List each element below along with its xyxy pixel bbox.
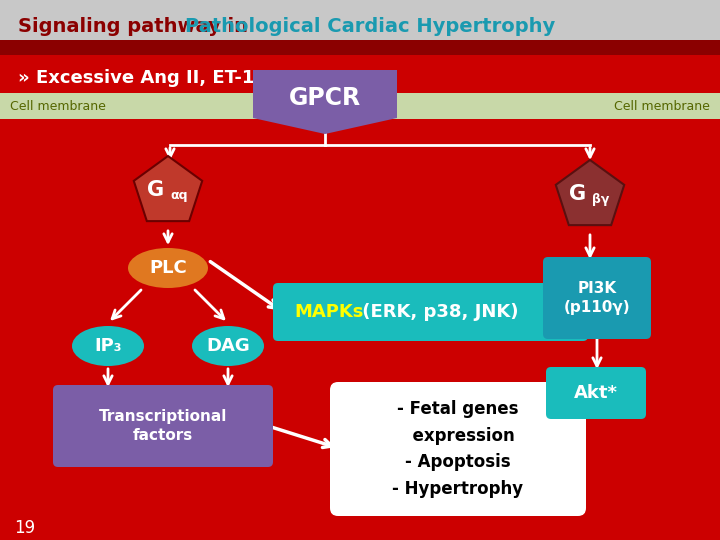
Text: PLC: PLC — [149, 259, 187, 277]
Text: Akt*: Akt* — [574, 384, 618, 402]
Polygon shape — [253, 70, 397, 134]
Text: IP₃: IP₃ — [94, 337, 122, 355]
FancyBboxPatch shape — [0, 93, 720, 119]
Text: Cell membrane: Cell membrane — [10, 99, 106, 112]
FancyBboxPatch shape — [546, 367, 646, 419]
FancyBboxPatch shape — [0, 52, 720, 540]
Text: PI3K
(p110γ): PI3K (p110γ) — [564, 281, 630, 315]
FancyBboxPatch shape — [330, 382, 586, 516]
FancyBboxPatch shape — [0, 0, 720, 52]
Text: αq: αq — [170, 190, 187, 202]
Text: DAG: DAG — [206, 337, 250, 355]
Text: Cell membrane: Cell membrane — [614, 99, 710, 112]
Polygon shape — [0, 40, 720, 55]
Text: G: G — [569, 184, 586, 204]
Text: G: G — [147, 180, 164, 200]
Ellipse shape — [72, 326, 144, 366]
Text: MAPKs: MAPKs — [294, 303, 364, 321]
Polygon shape — [556, 160, 624, 225]
Text: (ERK, p38, JNK): (ERK, p38, JNK) — [356, 303, 518, 321]
Text: Pathological Cardiac Hypertrophy: Pathological Cardiac Hypertrophy — [185, 17, 555, 36]
Text: βγ: βγ — [592, 193, 609, 206]
FancyBboxPatch shape — [273, 283, 588, 341]
Text: - Fetal genes
  expression
- Apoptosis
- Hypertrophy: - Fetal genes expression - Apoptosis - H… — [392, 400, 523, 497]
Text: 19: 19 — [14, 519, 35, 537]
Text: » Excessive Ang II, ET-1: » Excessive Ang II, ET-1 — [18, 69, 254, 87]
Text: Signaling pathway in: Signaling pathway in — [18, 17, 255, 36]
FancyBboxPatch shape — [543, 257, 651, 339]
Ellipse shape — [128, 248, 208, 288]
FancyBboxPatch shape — [53, 385, 273, 467]
Text: GPCR: GPCR — [289, 86, 361, 110]
Polygon shape — [134, 156, 202, 221]
Ellipse shape — [192, 326, 264, 366]
Text: Transcriptional
factors: Transcriptional factors — [99, 409, 228, 443]
